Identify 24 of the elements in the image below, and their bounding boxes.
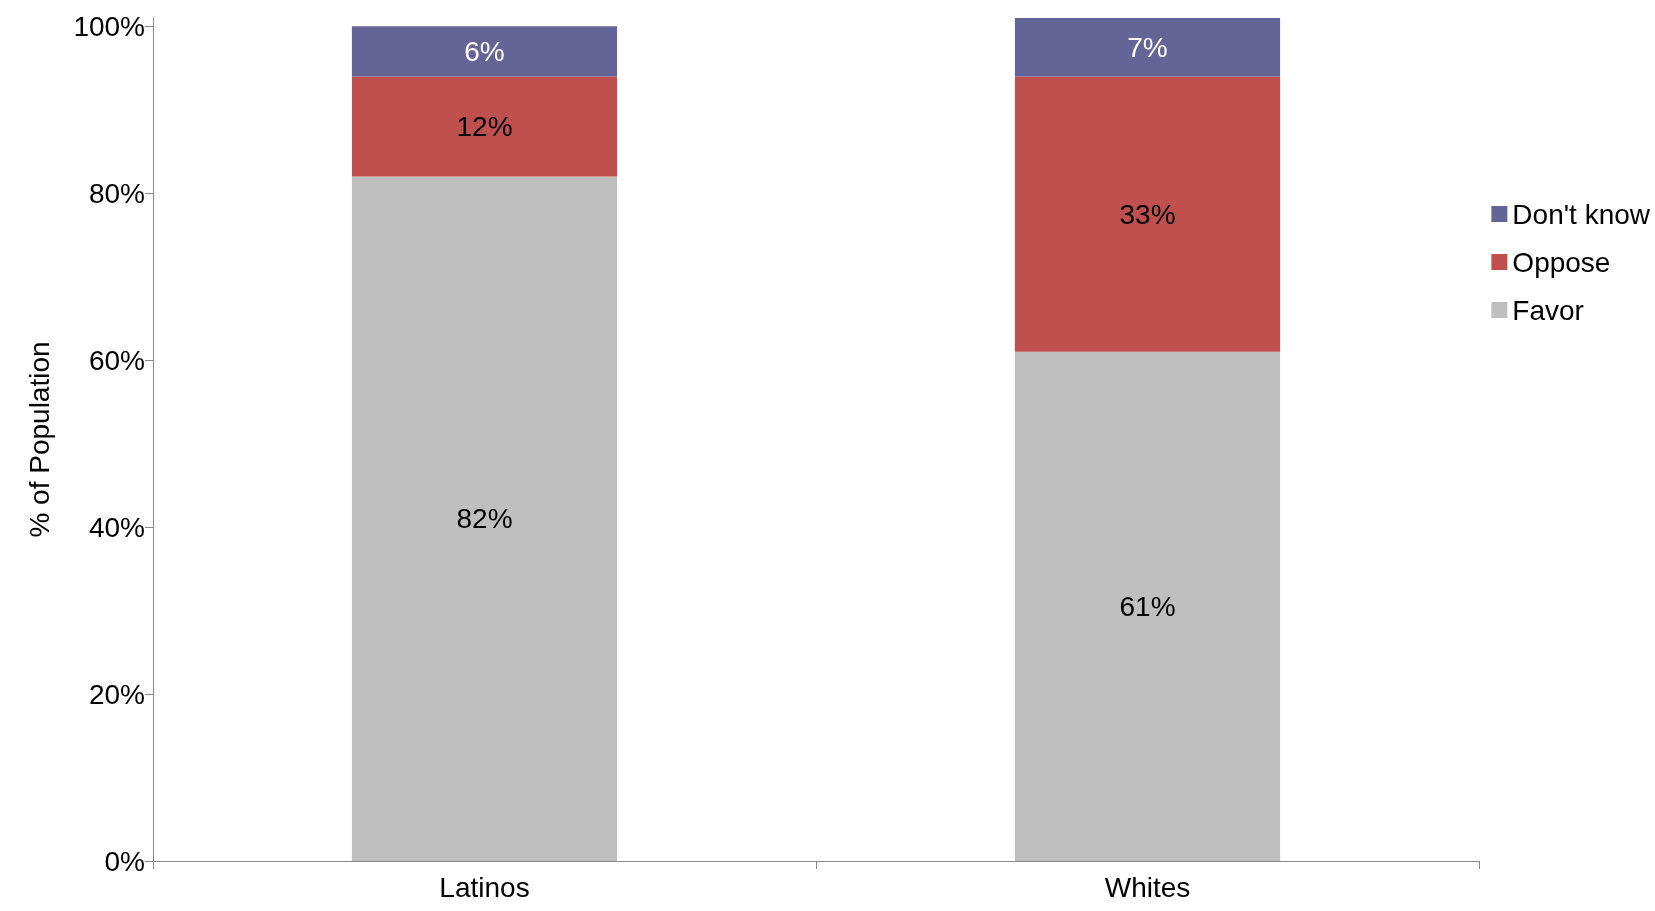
- bar: [1014, 76, 1281, 352]
- y-tick-label: 40%: [88, 511, 145, 543]
- data-label: 61%: [1119, 590, 1176, 622]
- bar: [1014, 18, 1281, 77]
- bar: [1014, 351, 1281, 861]
- y-tick-label: 100%: [73, 10, 145, 42]
- x-tick-label: Latinos: [439, 871, 530, 903]
- bar: [351, 76, 618, 177]
- y-tick-label: 20%: [88, 678, 145, 710]
- bar: [351, 176, 618, 861]
- legend-label: Favor: [1512, 294, 1584, 326]
- data-label: 7%: [1127, 31, 1168, 63]
- y-tick-label: 80%: [88, 177, 145, 209]
- y-tick-label: 60%: [88, 344, 145, 376]
- data-label: 82%: [456, 503, 513, 535]
- x-tick-label: Whites: [1104, 871, 1191, 903]
- data-label: 33%: [1119, 198, 1176, 230]
- data-label: 6%: [464, 35, 505, 67]
- bar: [351, 26, 618, 77]
- y-tick-label: 0%: [104, 845, 145, 877]
- data-label: 12%: [456, 111, 513, 143]
- y-axis-title: % of Population: [23, 341, 55, 538]
- legend-label: Oppose: [1512, 246, 1611, 278]
- legend-label: Don't know: [1512, 198, 1651, 230]
